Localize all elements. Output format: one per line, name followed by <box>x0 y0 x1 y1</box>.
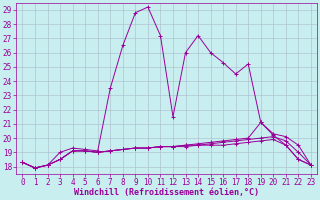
X-axis label: Windchill (Refroidissement éolien,°C): Windchill (Refroidissement éolien,°C) <box>74 188 259 197</box>
